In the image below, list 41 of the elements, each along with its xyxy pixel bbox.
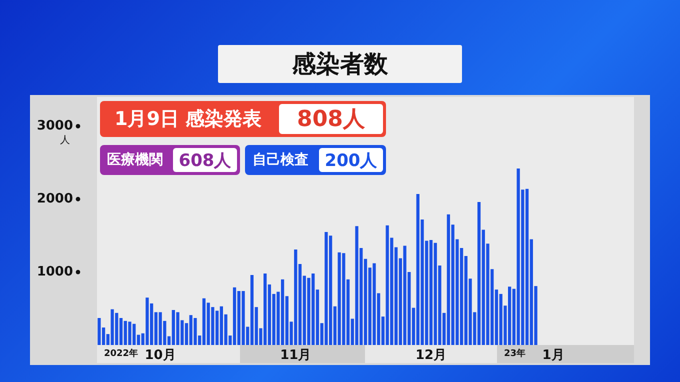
annotation: 自己検査 [252,151,310,169]
bar [98,318,101,345]
bar [446,214,450,345]
annotation: 医療機関 [106,151,164,169]
y-tick-label: 2000 [36,191,73,206]
annotation: 1月9日 感染発表 [113,107,263,132]
x-tick-label: 12月 [415,348,447,364]
bar [403,246,406,345]
bar [477,202,481,345]
text: 2022年 [104,348,138,360]
bar [146,298,149,345]
bar [215,310,219,345]
bar [232,287,236,345]
bar [324,232,328,345]
text: 23年 [504,348,526,360]
chart-title: 感染者数 [218,45,462,83]
annotation: 808人 [279,104,383,134]
bar [250,274,254,345]
annotation: 200人 [319,148,383,172]
x-tick-label: 1月 [542,348,564,364]
x-tick-label: 11月 [280,348,312,364]
y-tick-label: 3000 [36,118,73,134]
bar [338,252,341,345]
bar [355,226,358,345]
bar [158,312,162,345]
annotation: 608人 [173,148,237,172]
bar [202,298,206,345]
bar [128,322,132,345]
bar [307,278,310,345]
bar [110,309,114,345]
y-tick-label: 1000 [36,264,73,280]
y-axis-title: 人 [60,134,70,146]
bar [516,168,520,345]
bar [242,291,245,345]
bar [194,318,197,345]
bar [372,263,376,345]
bar [280,279,284,345]
bar [429,240,433,345]
x-tick-label: 10月 [144,348,176,364]
bar [525,188,529,345]
bar [176,312,180,345]
